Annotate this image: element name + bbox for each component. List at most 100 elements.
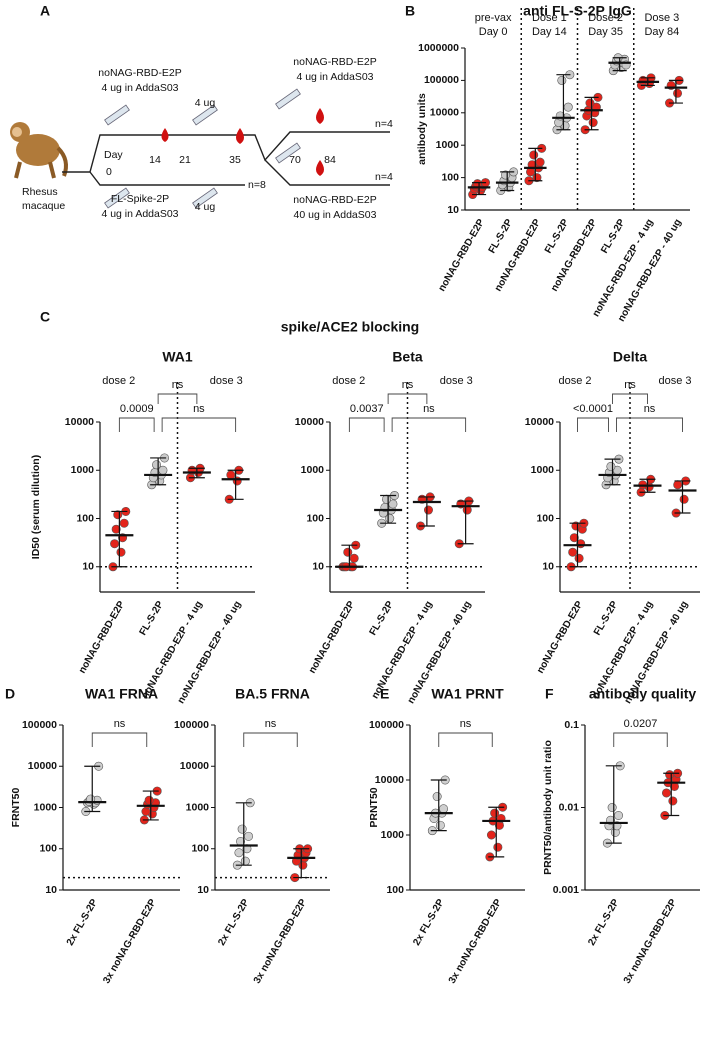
comparison-label: ns xyxy=(460,718,472,730)
chart-title: antibody quality xyxy=(589,686,697,702)
y-tick-label: 1000 xyxy=(436,139,460,151)
y-tick-label: 100 xyxy=(536,512,554,524)
comparison-bracket xyxy=(91,732,148,747)
range-bar xyxy=(556,74,571,131)
data-point xyxy=(486,830,496,840)
range-bar xyxy=(500,171,515,192)
group-header: dose 3 xyxy=(440,375,473,387)
y-tick-label: 1000 xyxy=(71,464,95,476)
diagram-label: 4 ug xyxy=(195,201,216,213)
group-header: Day 0 xyxy=(479,26,508,38)
diagram-label: Rhesus xyxy=(22,186,58,198)
data-point xyxy=(423,505,433,515)
range-bar xyxy=(150,457,167,486)
y-tick-label: 10000 xyxy=(180,760,209,772)
x-tick-label: 2x FL-S-2P xyxy=(216,897,252,948)
data-point xyxy=(116,547,126,557)
range-bar xyxy=(528,147,543,182)
comparison-label: ns xyxy=(423,403,435,415)
diagram-label: n=4 xyxy=(375,171,393,183)
comparison-bracket xyxy=(612,393,648,404)
comparison-bracket xyxy=(391,417,467,432)
y-tick-label: 10 xyxy=(447,204,459,216)
x-tick-label: 3x noNAG-RBD-E2P xyxy=(101,897,158,986)
data-point xyxy=(343,547,353,557)
comparison-label: ns xyxy=(644,403,656,415)
data-point xyxy=(234,848,244,858)
data-point xyxy=(382,494,392,504)
y-tick-label: 100000 xyxy=(424,74,459,86)
diagram-label: 4 ug xyxy=(195,97,216,109)
x-tick-label: FL-S-2P xyxy=(599,217,628,256)
group-header: dose 2 xyxy=(558,375,591,387)
comparison-bracket xyxy=(118,417,155,432)
diagram-label: n=8 xyxy=(248,179,266,191)
comparison-bracket xyxy=(243,732,298,747)
diagram-label: 4 ug in AddaS03 xyxy=(101,208,178,220)
data-point xyxy=(110,539,120,549)
data-point xyxy=(661,788,671,798)
group-header: Day 14 xyxy=(532,26,567,38)
data-point xyxy=(588,118,598,128)
y-tick-label: 10000 xyxy=(430,107,459,119)
y-tick-label: 0.001 xyxy=(553,884,579,896)
diagram-label: 70 xyxy=(289,154,301,166)
x-tick-label: FL-S-2P xyxy=(368,599,397,638)
y-tick-label: 1000 xyxy=(381,829,405,841)
chart-title: WA1 PRNT xyxy=(431,686,504,702)
x-tick-label: FL-S-2P xyxy=(487,217,516,256)
data-point xyxy=(673,88,683,98)
y-tick-label: 100 xyxy=(441,171,459,183)
range-bar xyxy=(584,96,599,131)
data-point xyxy=(607,802,617,812)
y-axis-label: PRNT50/antibody unit ratio xyxy=(542,740,554,875)
y-tick-label: 100 xyxy=(191,843,209,855)
comparison-label: ns xyxy=(193,403,205,415)
y-tick-label: 10 xyxy=(197,884,209,896)
panel-label: E xyxy=(380,686,389,702)
panel-label: C xyxy=(40,309,50,325)
range-bar xyxy=(472,182,487,196)
chart-title: WA1 xyxy=(162,349,193,365)
chart-title: WA1 FRNA xyxy=(85,686,158,702)
comparison-bracket xyxy=(438,732,493,747)
data-point xyxy=(144,795,154,805)
range-bar xyxy=(663,772,680,817)
y-tick-label: 0.1 xyxy=(564,719,579,731)
x-tick-label: FL-S-2P xyxy=(592,599,621,638)
panel-label: F xyxy=(545,686,554,702)
range-bar xyxy=(235,802,252,866)
diagram-label: 0 xyxy=(106,166,112,178)
y-tick-label: 10000 xyxy=(295,416,324,428)
y-tick-label: 10 xyxy=(82,561,94,573)
range-bar xyxy=(668,79,683,104)
range-bar xyxy=(84,765,101,813)
diagram-label: macaque xyxy=(22,200,65,212)
x-tick-label: noNAG-RBD-E2P xyxy=(437,217,488,294)
comparison-label: ns xyxy=(114,718,126,730)
data-point xyxy=(244,831,254,841)
y-tick-label: 100000 xyxy=(22,719,57,731)
group-header: Dose 1 xyxy=(532,12,567,24)
x-tick-label: noNAG-RBD-E2P xyxy=(307,599,358,676)
group-header: pre-vax xyxy=(475,12,512,24)
y-tick-label: 10 xyxy=(45,884,57,896)
group-header: Dose 3 xyxy=(644,12,679,24)
data-point xyxy=(493,842,503,852)
diagram-label: 4 ug in AddaS03 xyxy=(296,71,373,83)
comparison-label: ns xyxy=(265,718,277,730)
chart-title: Delta xyxy=(613,349,647,365)
range-bar xyxy=(430,779,447,832)
comparison-label: 0.0037 xyxy=(350,403,384,415)
range-bar xyxy=(604,458,621,486)
group-header: Day 35 xyxy=(588,26,623,38)
data-point xyxy=(141,806,151,816)
x-tick-label: 2x FL-S-2P xyxy=(411,897,447,948)
data-point xyxy=(435,820,445,830)
y-tick-label: 100000 xyxy=(174,719,209,731)
y-tick-label: 10 xyxy=(312,561,324,573)
y-tick-label: 100 xyxy=(39,843,57,855)
comparison-bracket xyxy=(161,417,237,432)
comparison-label: ns xyxy=(402,379,414,391)
x-tick-label: noNAG-RBD-E2P xyxy=(77,599,128,676)
